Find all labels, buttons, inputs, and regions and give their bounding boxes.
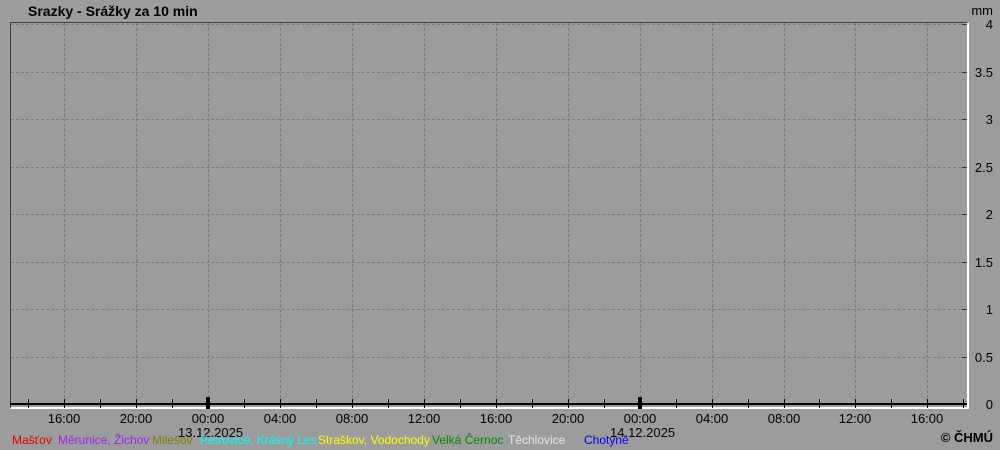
legend-item-5: Straškov, Vodochody bbox=[318, 433, 430, 447]
plot-area bbox=[10, 22, 969, 409]
x-tick-label: 00:00 bbox=[191, 411, 225, 426]
copyright-label: © ČHMÚ bbox=[940, 430, 993, 445]
legend-item-6: Velká Černoc bbox=[432, 433, 504, 447]
x-date-label: 13.12.2025 bbox=[178, 425, 244, 440]
x-tick-label: 04:00 bbox=[695, 411, 729, 426]
x-tick-label: 12:00 bbox=[407, 411, 441, 426]
chart-title: Srazky - Srážky za 10 min bbox=[28, 3, 198, 19]
legend-item-2: Měrunice, Žichov bbox=[58, 433, 150, 447]
legend-item-3: Milešov bbox=[152, 433, 193, 447]
legend-item-7: Těchlovice bbox=[508, 433, 566, 447]
legend-item-8: Chotyně bbox=[584, 433, 629, 447]
legend-item-4: Petrovice, Krásný Les bbox=[200, 433, 317, 447]
x-tick-label: 20:00 bbox=[551, 411, 585, 426]
legend-item-1: Mašťov bbox=[12, 433, 52, 447]
y-axis-unit-label: mm bbox=[971, 3, 993, 18]
x-tick-label: 16:00 bbox=[910, 411, 944, 426]
x-tick-label: 16:00 bbox=[479, 411, 513, 426]
x-tick-label: 16:00 bbox=[47, 411, 81, 426]
x-tick-label: 20:00 bbox=[119, 411, 153, 426]
x-date-label: 14.12.2025 bbox=[610, 425, 676, 440]
x-tick-label: 12:00 bbox=[838, 411, 872, 426]
x-tick-label: 08:00 bbox=[767, 411, 801, 426]
x-tick-label: 08:00 bbox=[335, 411, 369, 426]
x-tick-label: 04:00 bbox=[263, 411, 297, 426]
x-tick-label: 00:00 bbox=[623, 411, 657, 426]
